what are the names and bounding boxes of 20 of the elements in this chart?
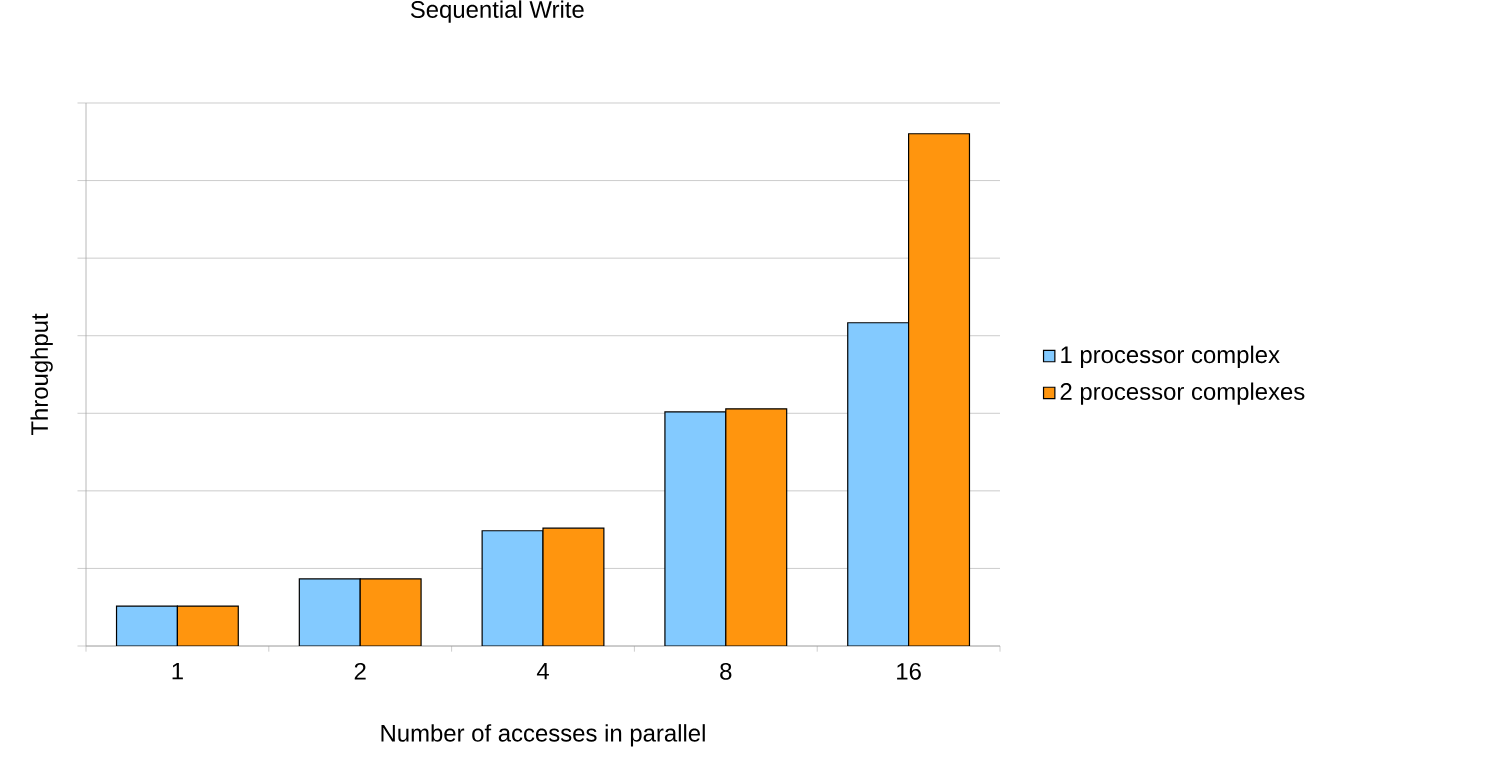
- bar: [359, 578, 422, 646]
- x-tick-label: 2: [354, 662, 366, 680]
- x-tick-label: 8: [720, 662, 732, 680]
- bar: [847, 322, 910, 646]
- bar: [115, 605, 178, 646]
- bar: [176, 605, 239, 646]
- x-tick-label: 16: [897, 662, 921, 680]
- bar: [481, 530, 544, 646]
- bar: [664, 411, 727, 646]
- y-axis-title: Throughput: [30, 313, 53, 436]
- x-tick-label: 1: [172, 662, 183, 680]
- bar: [725, 408, 788, 646]
- x-tick-label: 4: [536, 662, 549, 680]
- bar: [908, 133, 971, 646]
- legend-label: 1 processor complex: [1061, 345, 1280, 368]
- legend-label: 2 processor complexes: [1060, 382, 1305, 405]
- bar: [542, 527, 605, 646]
- chart-title: Sequential Write: [410, 0, 584, 23]
- bar: [298, 578, 361, 646]
- x-axis-title: Number of accesses in parallel: [381, 724, 705, 747]
